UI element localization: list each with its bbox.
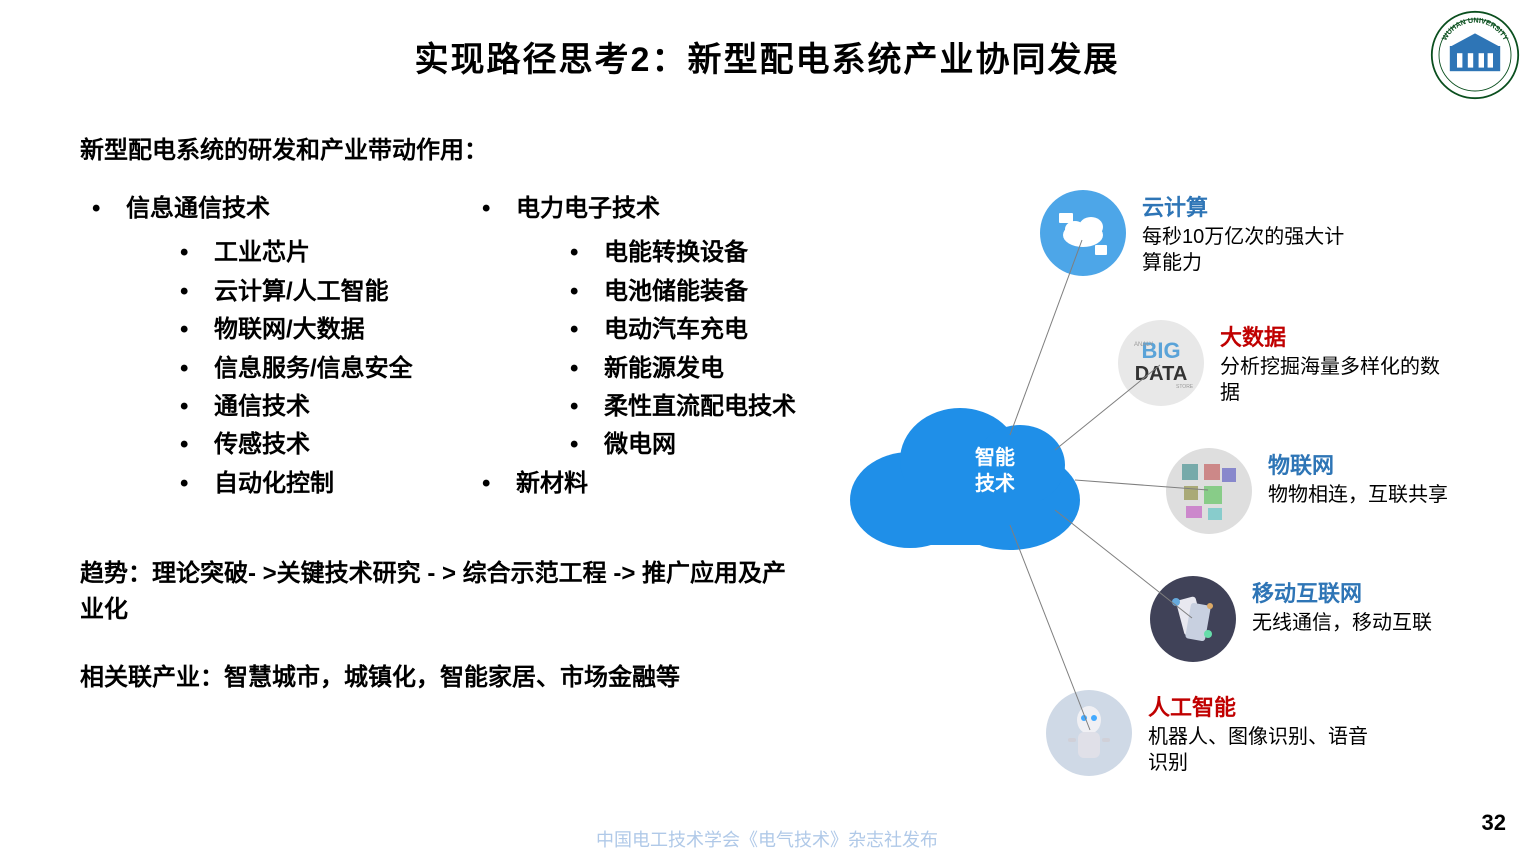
col1-item: 工业芯片 [80, 234, 470, 272]
col2-head: 电力电子技术 [470, 190, 840, 228]
footer-text: 中国电工技术学会《电气技术》杂志社发布 [0, 826, 1534, 852]
trend-text: 趋势：理论突破- >关键技术研究 - > 综合示范工程 -> 推广应用及产业化 [80, 556, 800, 628]
col2-tail: 新材料 [470, 465, 840, 503]
col2-item: 新能源发电 [470, 350, 840, 388]
slide-subtitle: 新型配电系统的研发和产业带动作用： [80, 130, 488, 165]
col1-item: 传感技术 [80, 426, 470, 464]
col1-item: 通信技术 [80, 388, 470, 426]
slide-title: 实现路径思考2：新型配电系统产业协同发展 [0, 32, 1534, 81]
col2-item: 柔性直流配电技术 [470, 388, 840, 426]
col2-item: 电动汽车充电 [470, 311, 840, 349]
col1-item: 物联网/大数据 [80, 311, 470, 349]
center-cloud-label: 智能 技术 [975, 445, 1015, 497]
col1-item: 信息服务/信息安全 [80, 350, 470, 388]
bullet-columns: 信息通信技术 工业芯片 云计算/人工智能 物联网/大数据 信息服务/信息安全 通… [80, 190, 840, 509]
related-text: 相关联产业：智慧城市，城镇化，智能家居、市场金融等 [80, 660, 800, 696]
col1-item: 云计算/人工智能 [80, 273, 470, 311]
col1-item: 自动化控制 [80, 465, 470, 503]
col2-item: 微电网 [470, 426, 840, 464]
col2-item: 电能转换设备 [470, 234, 840, 272]
smart-tech-diagram: 智能 技术 云计算每秒10万亿次的强大计算能力BIGDATAANALYSTORE… [830, 190, 1490, 810]
col2-item: 电池储能装备 [470, 273, 840, 311]
column-2: 电力电子技术 电能转换设备 电池储能装备 电动汽车充电 新能源发电 柔性直流配电… [470, 190, 840, 509]
center-cloud-label-l2: 技术 [975, 473, 1015, 495]
col1-head: 信息通信技术 [80, 190, 470, 228]
column-1: 信息通信技术 工业芯片 云计算/人工智能 物联网/大数据 信息服务/信息安全 通… [80, 190, 470, 509]
center-cloud-label-l1: 智能 [975, 447, 1015, 469]
